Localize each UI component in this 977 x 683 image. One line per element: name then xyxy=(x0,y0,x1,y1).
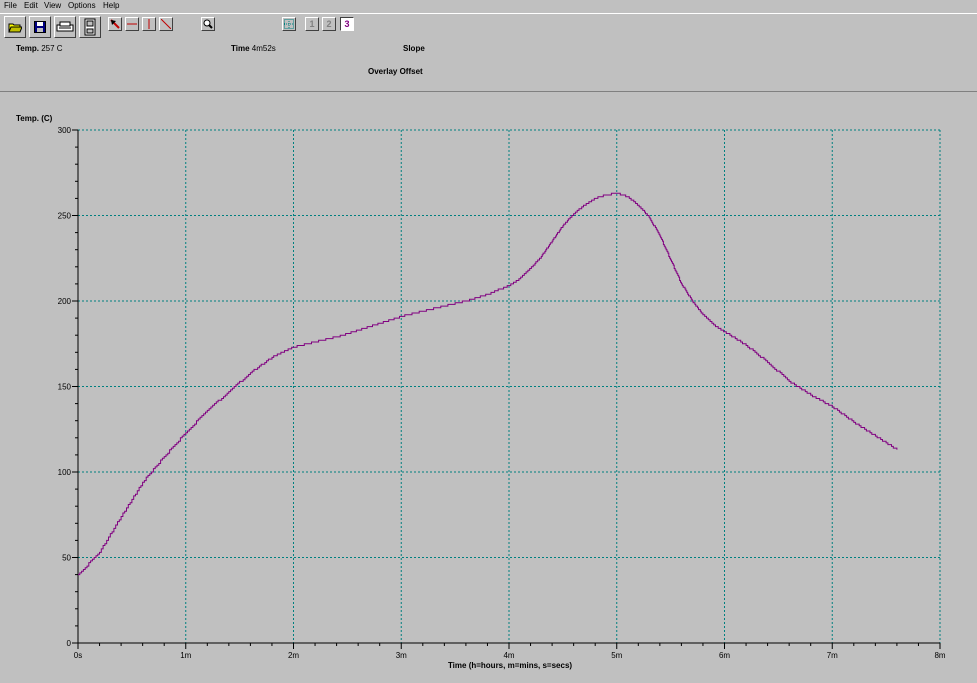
x-tick-label: 1m xyxy=(180,651,191,660)
y-tick-label: 200 xyxy=(58,297,72,306)
grid-button[interactable] xyxy=(282,17,296,31)
time-label: Time xyxy=(231,44,250,53)
printer-icon xyxy=(56,21,74,32)
slope-readout: Slope xyxy=(403,44,425,53)
menu-edit[interactable]: Edit xyxy=(24,1,38,10)
y-tick-label: 0 xyxy=(67,639,72,648)
x-tick-label: 6m xyxy=(719,651,730,660)
y-tick-label: 250 xyxy=(58,212,72,221)
horizontal-line-button[interactable] xyxy=(125,17,139,31)
grid xyxy=(78,129,941,643)
y-tick-label: 50 xyxy=(62,554,71,563)
x-tick-label: 5m xyxy=(611,651,622,660)
menu-options[interactable]: Options xyxy=(68,1,96,10)
overlay-3-button[interactable]: 3 xyxy=(340,17,354,31)
y-tick-label: 100 xyxy=(58,468,72,477)
vertical-line-button[interactable] xyxy=(142,17,156,31)
cursor-button[interactable] xyxy=(108,17,122,31)
vertical-line-icon xyxy=(148,19,150,29)
y-tick-label: 150 xyxy=(58,383,72,392)
x-axis-label: Time (h=hours, m=mins, s=secs) xyxy=(448,661,572,670)
y-axis-label: Temp. (C) xyxy=(16,114,53,123)
x-tick-label: 0s xyxy=(74,651,82,660)
overlay-offset-label: Overlay Offset xyxy=(368,67,423,76)
horizontal-line-icon xyxy=(127,23,137,25)
toolbar: 1 2 3 xyxy=(0,13,977,42)
ticks: 0 50 100 150 200 250 300 0s 1m 2m 3m 4m 5m 6m 7m 8m xyxy=(58,126,946,660)
zoom-button[interactable] xyxy=(201,17,215,31)
x-tick-label: 7m xyxy=(827,651,838,660)
save-button[interactable] xyxy=(29,16,51,38)
y-tick-label: 300 xyxy=(58,126,72,135)
x-tick-label: 2m xyxy=(288,651,299,660)
grid-icon xyxy=(284,19,294,29)
status-panel: Temp. 257 C Time 4m52s Slope Overlay Off… xyxy=(0,41,977,92)
save-disk-icon xyxy=(34,21,46,33)
slope-line-button[interactable] xyxy=(159,17,173,31)
open-button[interactable] xyxy=(4,16,26,38)
temperature-chart: Temp. (C) 0 50 100 150 200 250 300 0s 1m 2m 3m 4m 5m… xyxy=(16,114,946,670)
menu-view[interactable]: View xyxy=(44,1,62,10)
device-icon xyxy=(84,18,96,36)
zoom-icon xyxy=(203,19,213,29)
slope-label: Slope xyxy=(403,44,425,53)
overlay-1-button[interactable]: 1 xyxy=(305,17,319,31)
overlay-2-button[interactable]: 2 xyxy=(322,17,336,31)
temperature-series-line xyxy=(78,192,898,576)
temp-label: Temp. xyxy=(16,44,39,53)
menu-file[interactable]: File xyxy=(4,1,17,10)
x-tick-label: 4m xyxy=(503,651,514,660)
slope-line-icon xyxy=(161,19,171,29)
x-tick-label: 3m xyxy=(396,651,407,660)
time-value: 4m52s xyxy=(251,44,276,53)
overlay-offset-readout: Overlay Offset xyxy=(368,67,423,76)
x-tick-label: 8m xyxy=(934,651,945,660)
open-folder-icon xyxy=(8,23,22,33)
menu-bar: File Edit View Options Help xyxy=(0,0,977,13)
print-button[interactable] xyxy=(54,16,76,38)
cursor-icon xyxy=(110,19,120,29)
device-button[interactable] xyxy=(79,16,101,38)
temp-readout: Temp. 257 C xyxy=(16,44,63,53)
menu-help[interactable]: Help xyxy=(103,1,120,10)
temp-value: 257 C xyxy=(41,44,63,53)
time-readout: Time 4m52s xyxy=(231,44,276,53)
